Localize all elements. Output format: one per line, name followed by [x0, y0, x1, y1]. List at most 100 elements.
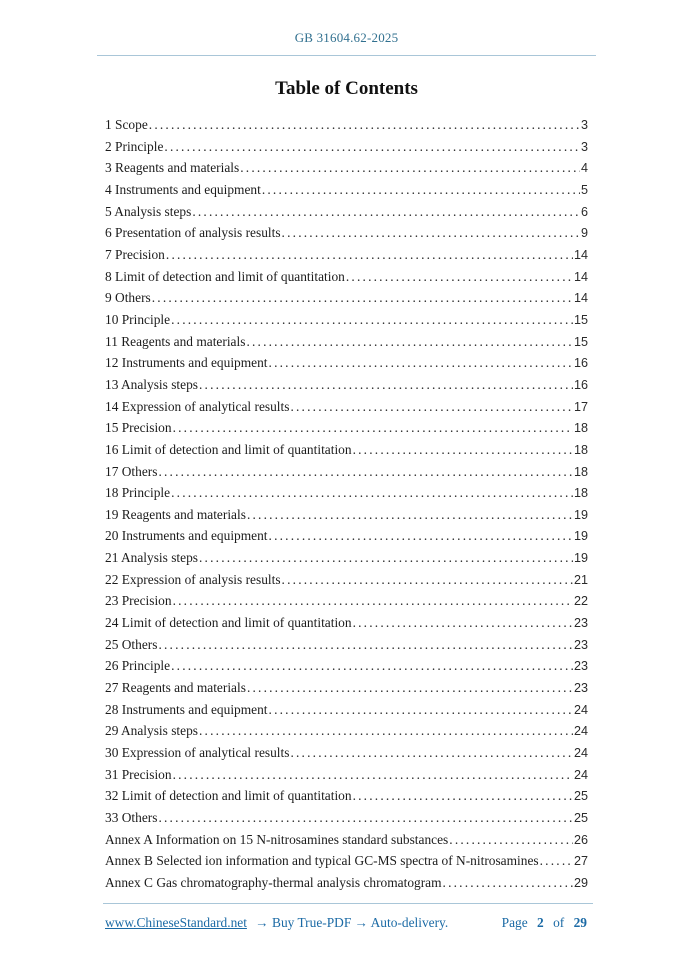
toc-dot-leader: ........................................…	[199, 550, 573, 566]
toc-dot-leader: ........................................…	[352, 788, 573, 804]
toc-entry-label: 20 Instruments and equipment	[105, 528, 268, 544]
toc-entry[interactable]: 23 Precision ...........................…	[105, 590, 588, 612]
toc-entry[interactable]: 21 Analysis steps ......................…	[105, 547, 588, 569]
toc-dot-leader: ........................................…	[199, 376, 573, 392]
toc-entry-label: 24 Limit of detection and limit of quant…	[105, 615, 352, 631]
toc-dot-leader: ........................................…	[345, 268, 573, 284]
toc-entry[interactable]: 8 Limit of detection and limit of quanti…	[105, 266, 588, 288]
footer-divider	[103, 902, 593, 904]
toc-entry[interactable]: 16 Limit of detection and limit of quant…	[105, 439, 588, 461]
toc-entry-page: 23	[573, 659, 588, 674]
toc-entry-page: 24	[573, 724, 588, 739]
toc-entry-page: 18	[573, 421, 588, 436]
toc-entry-page: 14	[573, 247, 588, 262]
toc-entry-label: 5 Analysis steps	[105, 203, 192, 219]
toc-entry-page: 18	[573, 486, 588, 501]
toc-entry-label: 12 Instruments and equipment	[105, 355, 268, 371]
toc-dot-leader: ........................................…	[261, 181, 580, 197]
toc-entry[interactable]: 15 Precision ...........................…	[105, 417, 588, 439]
toc-entry-label: 8 Limit of detection and limit of quanti…	[105, 268, 345, 284]
toc-dot-leader: ........................................…	[148, 117, 580, 132]
toc-entry[interactable]: 20 Instruments and equipment ...........…	[105, 525, 588, 547]
toc-dot-leader: ........................................…	[151, 290, 573, 306]
toc-entry[interactable]: 26 Principle ...........................…	[105, 655, 588, 677]
toc-entry[interactable]: 13 Analysis steps ......................…	[105, 374, 588, 396]
website-link[interactable]: www.ChineseStandard.net	[105, 914, 247, 930]
toc-dot-leader: ........................................…	[165, 246, 573, 262]
toc-entry[interactable]: 27 Reagents and materials ..............…	[105, 677, 588, 699]
toc-dot-leader: ........................................…	[158, 463, 573, 479]
toc-entry[interactable]: 10 Principle ...........................…	[105, 309, 588, 331]
toc-entry-label: 29 Analysis steps	[105, 723, 198, 739]
toc-entry[interactable]: 17 Others ..............................…	[105, 461, 588, 483]
toc-entry[interactable]: 30 Expression of analytical results ....…	[105, 742, 588, 764]
toc-dot-leader: ........................................…	[449, 831, 573, 847]
toc-dot-leader: ........................................…	[172, 420, 573, 436]
toc-dot-leader: ........................................…	[164, 138, 580, 154]
toc-entry-label: Annex B Selected ion information and typ…	[105, 853, 539, 869]
toc-entry[interactable]: 31 Precision ...........................…	[105, 764, 588, 786]
toc-entry[interactable]: Annex C Gas chromatography-thermal analy…	[105, 872, 588, 894]
toc-entry-label: 19 Reagents and materials	[105, 506, 246, 522]
toc-entry-page: 23	[573, 616, 588, 631]
toc-entry-label: 27 Reagents and materials	[105, 680, 246, 696]
toc-entry[interactable]: 11 Reagents and materials ..............…	[105, 331, 588, 353]
toc-entry-page: 9	[580, 226, 588, 241]
toc-entry-page: 24	[573, 702, 588, 717]
toc-entry-label: 25 Others	[105, 636, 158, 652]
toc-entry-label: 15 Precision	[105, 420, 172, 436]
toc-entry[interactable]: 18 Principle ...........................…	[105, 482, 588, 504]
toc-entry-page: 3	[580, 139, 588, 154]
toc-entry-label: 9 Others	[105, 290, 151, 306]
toc-entry-page: 14	[573, 291, 588, 306]
toc-dot-leader: ........................................…	[158, 636, 573, 652]
toc-entry-label: 3 Reagents and materials	[105, 160, 240, 176]
toc-dot-leader: ........................................…	[246, 333, 573, 349]
toc-entry[interactable]: 28 Instruments and equipment ...........…	[105, 699, 588, 721]
toc-entry[interactable]: 25 Others ..............................…	[105, 634, 588, 656]
toc-entry-page: 14	[573, 269, 588, 284]
toc-entry-page: 3	[580, 118, 588, 132]
toc-entry[interactable]: 29 Analysis steps ......................…	[105, 720, 588, 742]
toc-entry[interactable]: 19 Reagents and materials ..............…	[105, 504, 588, 526]
toc-entry-page: 18	[573, 464, 588, 479]
toc-entry-label: 30 Expression of analytical results	[105, 745, 290, 761]
toc-entry-page: 23	[573, 637, 588, 652]
toc-entry[interactable]: Annex B Selected ion information and typ…	[105, 850, 588, 872]
toc-entry[interactable]: Annex A Information on 15 N-nitrosamines…	[105, 829, 588, 851]
toc-entry[interactable]: 6 Presentation of analysis results .....…	[105, 222, 588, 244]
toc-entry-label: 2 Principle	[105, 138, 164, 154]
toc-entry[interactable]: 2 Principle ............................…	[105, 136, 588, 158]
toc-entry-label: 16 Limit of detection and limit of quant…	[105, 441, 352, 457]
toc-dot-leader: ........................................…	[352, 441, 573, 457]
toc-entry-page: 19	[573, 507, 588, 522]
toc-entry-page: 22	[573, 594, 588, 609]
footer-tagline: → Buy True-PDF → Auto-delivery.	[255, 914, 449, 930]
toc-entry-page: 4	[580, 161, 588, 176]
toc-entry-label: Annex C Gas chromatography-thermal analy…	[105, 874, 442, 890]
toc-entry[interactable]: 32 Limit of detection and limit of quant…	[105, 785, 588, 807]
toc-entry[interactable]: 24 Limit of detection and limit of quant…	[105, 612, 588, 634]
toc-entry[interactable]: 7 Precision ............................…	[105, 244, 588, 266]
toc-dot-leader: ........................................…	[352, 615, 573, 631]
toc-entry-page: 16	[573, 356, 588, 371]
toc-entry[interactable]: 5 Analysis steps .......................…	[105, 201, 588, 223]
page-indicator: Page 2 of 29	[499, 915, 590, 931]
toc-entry[interactable]: 4 Instruments and equipment ............…	[105, 179, 588, 201]
toc-entry[interactable]: 3 Reagents and materials ...............…	[105, 157, 588, 179]
toc-entry[interactable]: 1 Scope ................................…	[105, 114, 588, 136]
toc-entry[interactable]: 22 Expression of analysis results ......…	[105, 569, 588, 591]
toc-dot-leader: ........................................…	[171, 311, 573, 327]
toc-entry-label: 23 Precision	[105, 593, 172, 609]
toc-entry-label: 21 Analysis steps	[105, 550, 198, 566]
toc-dot-leader: ........................................…	[290, 745, 573, 761]
toc-entry-page: 6	[580, 204, 588, 219]
toc-dot-leader: ........................................…	[268, 528, 573, 544]
toc-entry[interactable]: 14 Expression of analytical results ....…	[105, 396, 588, 418]
toc-entry[interactable]: 33 Others ..............................…	[105, 807, 588, 829]
toc-entry-page: 17	[573, 399, 588, 414]
toc-entry[interactable]: 9 Others ...............................…	[105, 287, 588, 309]
toc-entry[interactable]: 12 Instruments and equipment ...........…	[105, 352, 588, 374]
toc-entry-page: 23	[573, 681, 588, 696]
